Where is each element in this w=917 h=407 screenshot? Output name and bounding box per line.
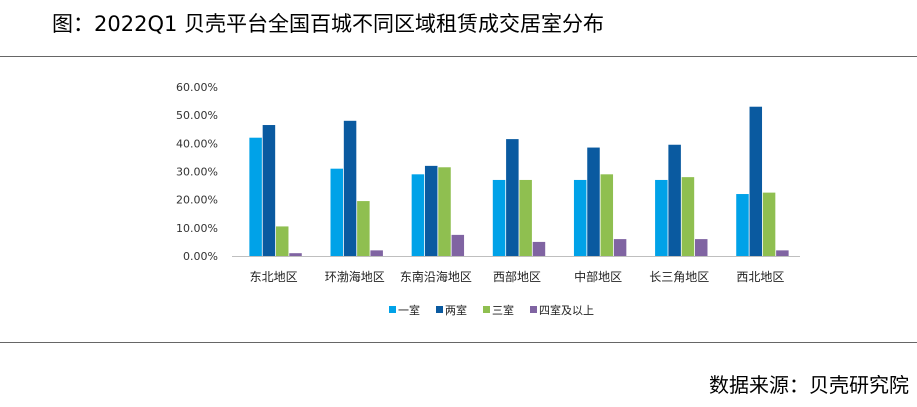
bar-6-0 bbox=[736, 194, 749, 256]
legend-swatch bbox=[530, 306, 537, 313]
bar-5-0 bbox=[655, 179, 668, 256]
bar-5-1 bbox=[668, 144, 681, 256]
bar-2-0 bbox=[411, 174, 425, 256]
y-tick-label: 60.00% bbox=[176, 81, 218, 94]
bar-6-1 bbox=[749, 106, 763, 256]
x-tick-label: 中部地区 bbox=[574, 269, 622, 284]
bar-6-2 bbox=[762, 192, 776, 256]
bar-5-3 bbox=[694, 239, 708, 256]
bar-1-2 bbox=[357, 201, 370, 256]
y-tick-label: 10.00% bbox=[176, 222, 218, 235]
bar-1-3 bbox=[370, 250, 383, 256]
bar-4-1 bbox=[587, 147, 600, 256]
legend-swatch bbox=[436, 306, 443, 313]
bar-4-2 bbox=[600, 174, 614, 256]
bar-4-0 bbox=[573, 179, 587, 256]
legend-swatch bbox=[389, 306, 396, 313]
y-tick-label: 30.00% bbox=[176, 166, 218, 179]
legend: 一室 两室 三室 四室及以上 bbox=[389, 303, 594, 317]
bar-3-1 bbox=[506, 139, 519, 256]
bar-3-0 bbox=[492, 179, 506, 256]
bar-2-2 bbox=[438, 167, 451, 256]
x-tick-label: 环渤海地区 bbox=[325, 269, 385, 284]
source-note: 数据来源：贝壳研究院 bbox=[709, 373, 909, 397]
bar-0-1 bbox=[262, 125, 276, 257]
bar-2-1 bbox=[424, 165, 438, 256]
bar-2-3 bbox=[451, 234, 465, 256]
top-divider bbox=[0, 56, 917, 57]
y-axis: 0.00% 10.00% 20.00% 30.00% 40.00% 50.00% 60.00… bbox=[176, 81, 218, 263]
bar-0-3 bbox=[289, 253, 302, 256]
bar-3-2 bbox=[519, 179, 532, 256]
bar-1-0 bbox=[330, 168, 344, 256]
x-tick-label: 东南沿海地区 bbox=[400, 269, 472, 284]
page-title: 图：2022Q1 贝壳平台全国百城不同区域租赁成交居室分布 bbox=[52, 12, 605, 36]
bar-chart: 0.00% 10.00% 20.00% 30.00% 40.00% 50.00% 60.00… bbox=[176, 81, 800, 317]
x-tick-label: 长三角地区 bbox=[649, 270, 709, 284]
x-tick-label: 西部地区 bbox=[493, 269, 541, 284]
legend-label: 四室及以上 bbox=[539, 303, 594, 317]
legend-label: 三室 bbox=[492, 303, 514, 317]
bar-0-0 bbox=[249, 137, 262, 256]
legend-label: 一室 bbox=[398, 303, 420, 317]
x-tick-label: 西北地区 bbox=[736, 270, 784, 284]
bar-5-2 bbox=[681, 177, 695, 256]
x-tick-label: 东北地区 bbox=[250, 270, 298, 284]
legend-swatch bbox=[483, 306, 490, 313]
y-tick-label: 50.00% bbox=[176, 109, 218, 122]
bottom-divider bbox=[0, 342, 917, 343]
x-axis: 东北地区 环渤海地区 东南沿海地区 西部地区 中部地区 长三角地区 西北地区 bbox=[250, 269, 785, 284]
bar-3-3 bbox=[532, 241, 546, 256]
bars bbox=[249, 106, 789, 257]
y-tick-label: 0.00% bbox=[183, 250, 218, 263]
bar-1-1 bbox=[343, 120, 357, 256]
y-tick-label: 20.00% bbox=[176, 194, 218, 207]
legend-label: 两室 bbox=[445, 303, 467, 317]
bar-6-3 bbox=[776, 250, 789, 256]
bar-0-2 bbox=[275, 226, 289, 256]
y-tick-label: 40.00% bbox=[176, 137, 218, 150]
bar-4-3 bbox=[613, 239, 627, 256]
